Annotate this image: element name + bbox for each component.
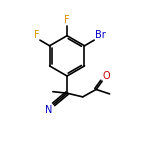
- Text: N: N: [45, 105, 53, 115]
- Text: F: F: [64, 15, 70, 25]
- Text: F: F: [34, 30, 39, 40]
- Text: O: O: [103, 71, 110, 81]
- Text: Br: Br: [95, 30, 105, 40]
